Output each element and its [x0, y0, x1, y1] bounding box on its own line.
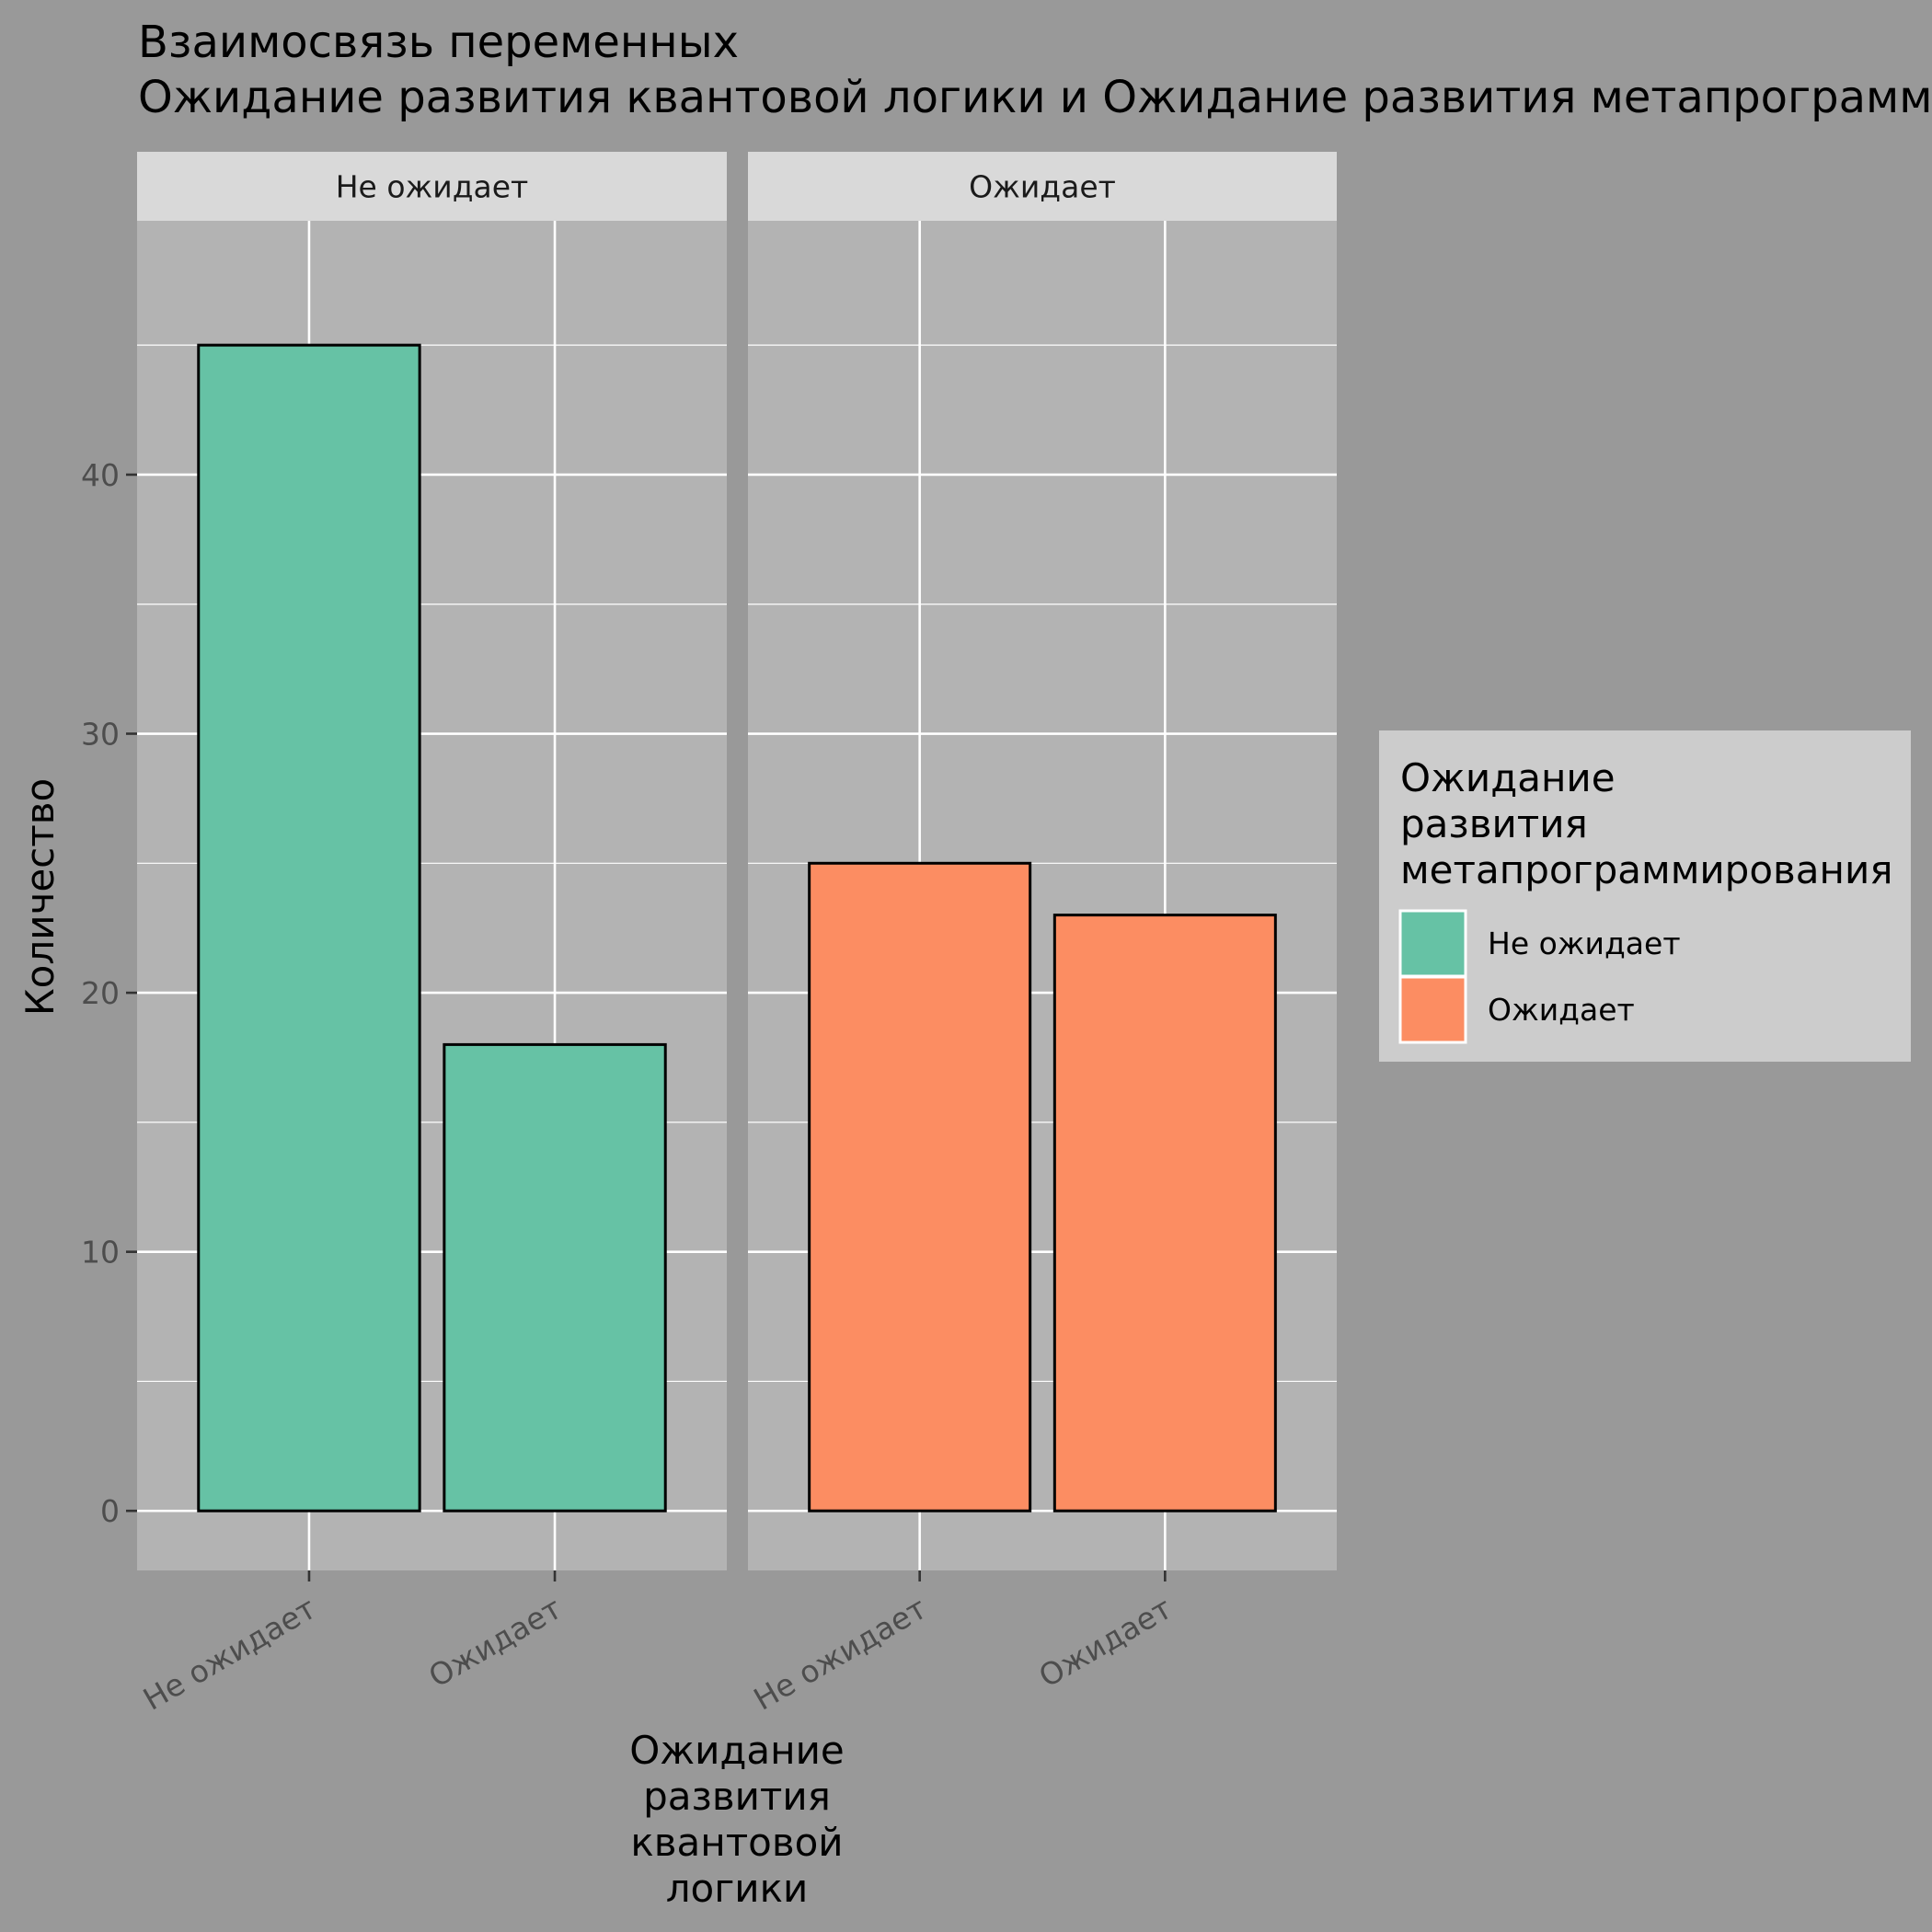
facet-strip-label: Не ожидает: [336, 169, 529, 205]
bar-2-1: [808, 861, 1032, 1512]
facet-panel-2: Ожидает: [748, 152, 1337, 1570]
y-axis: 0 10 20 30 40: [81, 457, 137, 1529]
x-axis-title-line-1: Ожидание: [629, 1728, 845, 1773]
legend-label-2: Ожидает: [1488, 992, 1635, 1028]
x-axis: Не ожидает Ожидает Не ожидает Ожидает: [137, 1570, 1178, 1718]
facet-strip: [748, 152, 1337, 221]
chart-title-line-2: Ожидание развития квантовой логики и Ожи…: [138, 72, 1932, 123]
y-tick-label: 20: [81, 975, 120, 1011]
bar-1-1: [197, 343, 421, 1512]
legend-title-line-3: метапрограммирования: [1400, 847, 1893, 892]
facet-panel-1: Не ожидает: [137, 152, 727, 1570]
x-tick-label: Не ожидает: [137, 1590, 322, 1718]
legend-key-1: [1398, 909, 1467, 978]
x-axis-title-line-2: развития: [643, 1774, 831, 1819]
y-tick-label: 10: [81, 1235, 120, 1271]
x-tick-label: Не ожидает: [748, 1590, 933, 1718]
legend-title-line-1: Ожидание: [1400, 755, 1616, 800]
y-tick-label: 30: [81, 717, 120, 753]
chart-title: Взаимосвязь переменных Ожидание развития…: [138, 17, 1932, 123]
y-tick-label: 0: [100, 1493, 120, 1529]
x-axis-title-line-3: квантовой: [630, 1820, 843, 1865]
legend-label-1: Не ожидает: [1488, 926, 1681, 961]
x-tick-label: Ожидает: [422, 1590, 568, 1695]
chart-title-line-1: Взаимосвязь переменных: [138, 17, 739, 68]
y-axis-title: Количество: [17, 778, 63, 1016]
legend-title-line-2: развития: [1400, 801, 1588, 846]
y-axis-title-text: Количество: [17, 778, 63, 1016]
legend-box: [1379, 730, 1911, 1062]
y-tick-label: 40: [81, 457, 120, 493]
x-tick-label: Ожидает: [1033, 1590, 1179, 1695]
facet-panels: Не ожидает Ожидает: [137, 152, 1337, 1570]
bar-2-2: [1052, 914, 1277, 1512]
legend-key-2: [1398, 975, 1467, 1044]
facet-strip: [137, 152, 727, 221]
x-axis-title-line-4: логики: [666, 1866, 809, 1911]
bar-1-2: [443, 1042, 667, 1512]
facet-strip-label: Ожидает: [969, 169, 1116, 205]
